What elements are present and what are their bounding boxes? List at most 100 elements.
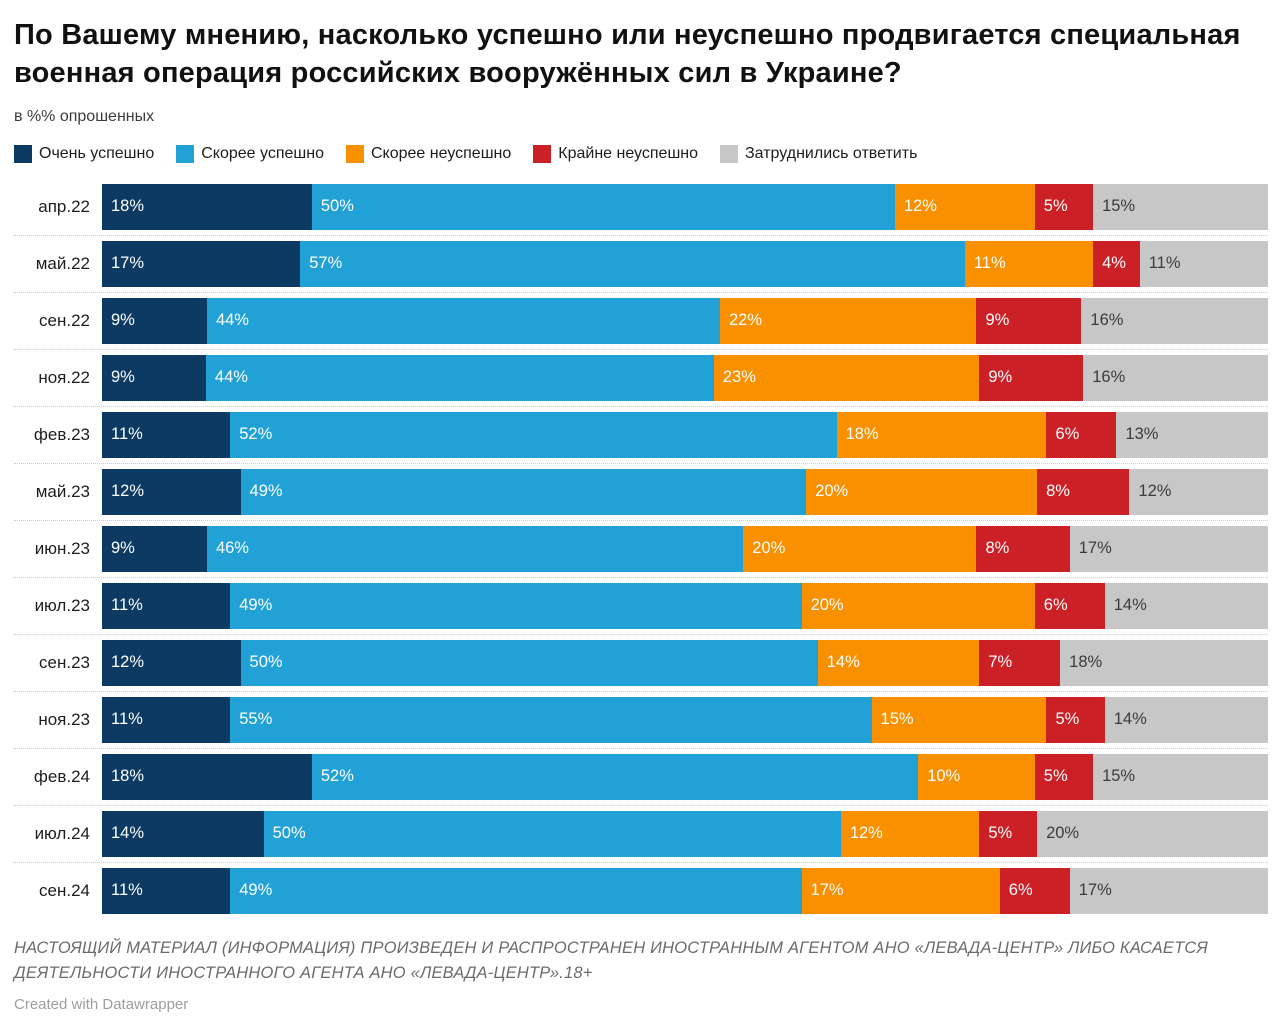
bar-segment-rather-successful: 52% xyxy=(230,411,837,458)
segment-value: 12% xyxy=(849,824,883,843)
bar-row: май.23 12% 49% 20% 8% 12% xyxy=(14,468,1268,521)
segment-value: 17% xyxy=(111,254,145,273)
bar-segment-rather-unsuccessful: 20% xyxy=(801,582,1035,629)
bar-track: 17% 57% 11% 4% 11% xyxy=(102,240,1268,287)
bar-segment-very-successful: 12% xyxy=(102,639,241,686)
bar-row: апр.22 18% 50% 12% 5% 15% xyxy=(14,183,1268,236)
bar-segment-hard-to-answer: 17% xyxy=(1069,867,1268,914)
bar-segment-rather-unsuccessful: 23% xyxy=(713,354,980,401)
segment-value: 11% xyxy=(111,596,143,615)
stacked-bar-chart: апр.22 18% 50% 12% 5% 15% май.22 17% 57% 11% 4% 11%… xyxy=(14,183,1268,919)
bar-segment-rather-unsuccessful: 20% xyxy=(806,468,1038,515)
bar-row: сен.22 9% 44% 22% 9% 16% xyxy=(14,297,1268,350)
legend-item-very-successful: Очень успешно xyxy=(14,144,155,163)
row-label: ноя.23 xyxy=(38,709,90,729)
row-label: сен.24 xyxy=(39,880,90,900)
row-label: фев.23 xyxy=(33,424,90,444)
legend-item-rather-unsuccessful: Скорее неуспешно xyxy=(345,144,511,163)
segment-value: 17% xyxy=(1078,539,1112,558)
bar-segment-very-unsuccessful: 8% xyxy=(976,525,1070,572)
segment-value: 9% xyxy=(111,311,135,330)
bar-segment-hard-to-answer: 14% xyxy=(1104,696,1268,743)
segment-value: 44% xyxy=(214,368,248,387)
segment-value: 18% xyxy=(845,425,879,444)
bar-segment-rather-unsuccessful: 15% xyxy=(871,696,1047,743)
row-label: сен.23 xyxy=(39,652,90,672)
bar-segment-very-successful: 9% xyxy=(102,354,206,401)
bar-row: сен.23 12% 50% 14% 7% 18% xyxy=(14,639,1268,692)
segment-value: 46% xyxy=(215,539,249,558)
legend-label: Крайне неуспешно xyxy=(558,144,699,162)
bar-track: 14% 50% 12% 5% 20% xyxy=(102,810,1268,857)
segment-value: 5% xyxy=(1055,710,1080,729)
bar-segment-rather-unsuccessful: 22% xyxy=(719,297,977,344)
segment-value: 17% xyxy=(810,881,844,900)
bar-segment-rather-unsuccessful: 17% xyxy=(801,867,1000,914)
segment-value: 49% xyxy=(249,482,283,501)
bar-segment-hard-to-answer: 18% xyxy=(1060,639,1268,686)
legend-label: Очень успешно xyxy=(39,144,155,162)
segment-value: 18% xyxy=(111,767,145,786)
bar-segment-very-successful: 18% xyxy=(102,753,312,800)
segment-value: 5% xyxy=(988,824,1013,843)
legend-item-hard-to-answer: Затруднились ответить xyxy=(720,144,918,163)
bar-segment-rather-successful: 50% xyxy=(240,639,818,686)
bar-track: 9% 44% 22% 9% 16% xyxy=(102,297,1268,344)
bar-segment-rather-successful: 49% xyxy=(240,468,807,515)
segment-value: 20% xyxy=(810,596,844,615)
bar-row: ноя.23 11% 55% 15% 5% 14% xyxy=(14,696,1268,749)
bar-segment-hard-to-answer: 15% xyxy=(1093,183,1268,230)
bar-segment-hard-to-answer: 11% xyxy=(1139,240,1268,287)
bar-row: фев.23 11% 52% 18% 6% 13% xyxy=(14,411,1268,464)
segment-value: 12% xyxy=(903,197,937,216)
bar-track: 11% 55% 15% 5% 14% xyxy=(102,696,1268,743)
bar-segment-rather-successful: 55% xyxy=(230,696,872,743)
row-label: фев.24 xyxy=(33,766,90,786)
segment-value: 14% xyxy=(826,653,860,672)
segment-value: 9% xyxy=(111,539,135,558)
segment-value: 16% xyxy=(1090,311,1124,330)
segment-value: 5% xyxy=(1043,197,1068,216)
segment-value: 22% xyxy=(728,311,762,330)
bar-segment-very-successful: 14% xyxy=(102,810,264,857)
datawrapper-credit: Created with Datawrapper xyxy=(14,995,189,1013)
bar-row: сен.24 11% 49% 17% 6% 17% xyxy=(14,867,1268,919)
segment-value: 9% xyxy=(985,311,1010,330)
bar-segment-very-successful: 9% xyxy=(102,525,207,572)
bar-segment-very-successful: 11% xyxy=(102,867,231,914)
bar-row: июл.23 11% 49% 20% 6% 14% xyxy=(14,582,1268,635)
bar-segment-hard-to-answer: 13% xyxy=(1116,411,1268,458)
bar-segment-rather-unsuccessful: 14% xyxy=(817,639,980,686)
segment-value: 57% xyxy=(309,254,343,273)
bar-segment-rather-successful: 50% xyxy=(311,183,895,230)
bar-segment-rather-successful: 46% xyxy=(206,525,744,572)
segment-value: 18% xyxy=(111,197,145,216)
chart-title: По Вашему мнению, насколько успешно или … xyxy=(14,19,1241,90)
segment-value: 55% xyxy=(239,710,273,729)
segment-value: 20% xyxy=(815,482,849,501)
row-label: май.22 xyxy=(35,253,90,273)
bar-track: 9% 46% 20% 8% 17% xyxy=(102,525,1268,572)
bar-segment-rather-unsuccessful: 18% xyxy=(836,411,1047,458)
bar-track: 9% 44% 23% 9% 16% xyxy=(102,354,1268,401)
bar-segment-very-unsuccessful: 9% xyxy=(979,354,1084,401)
bar-row: ноя.22 9% 44% 23% 9% 16% xyxy=(14,354,1268,407)
bar-segment-hard-to-answer: 14% xyxy=(1104,582,1268,629)
segment-value: 18% xyxy=(1069,653,1103,672)
bar-segment-very-successful: 11% xyxy=(102,411,231,458)
legend-item-very-unsuccessful: Крайне неуспешно xyxy=(533,144,699,163)
bar-track: 12% 50% 14% 7% 18% xyxy=(102,639,1268,686)
segment-value: 50% xyxy=(249,653,283,672)
segment-value: 7% xyxy=(988,653,1013,672)
segment-value: 5% xyxy=(1043,767,1068,786)
bar-segment-very-unsuccessful: 6% xyxy=(999,867,1070,914)
bar-segment-rather-unsuccessful: 12% xyxy=(894,183,1035,230)
legend-label: Затруднились ответить xyxy=(745,144,918,162)
segment-value: 11% xyxy=(111,710,143,729)
row-label: апр.22 xyxy=(38,196,90,216)
chart-subtitle: в %% опрошенных xyxy=(14,107,155,125)
segment-value: 49% xyxy=(239,881,273,900)
legend-label: Скорее успешно xyxy=(201,144,324,162)
row-label: июл.23 xyxy=(34,595,90,615)
bar-segment-rather-successful: 49% xyxy=(230,582,802,629)
